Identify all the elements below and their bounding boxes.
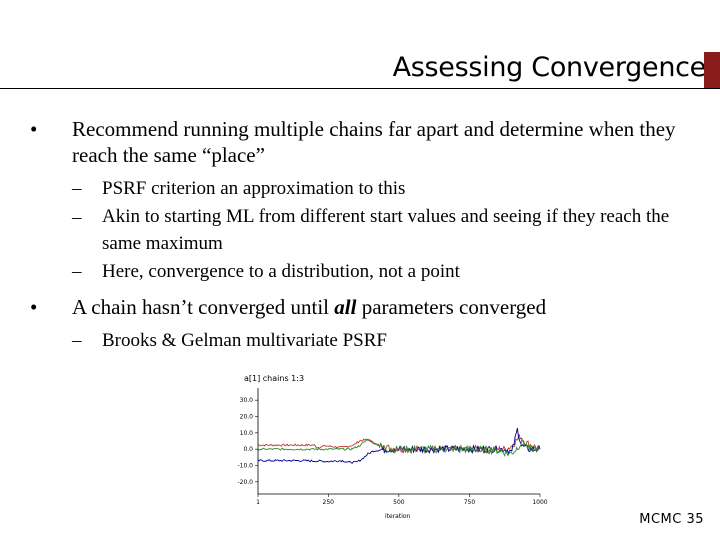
trace-plot-svg: a[1] chains 1:3 iteration 30.0 20.0 10.0 0.…	[237, 374, 547, 520]
bullet-dot: •	[30, 117, 38, 141]
y-tick-label: -20.0	[237, 479, 253, 486]
chain-1-trace	[257, 434, 541, 455]
x-tick-label: 750	[464, 499, 476, 506]
x-tick-label: 500	[393, 499, 405, 506]
sub-bullet-1-1: – PSRF criterion an approximation to thi…	[30, 174, 700, 203]
y-tick-label: 0.0	[243, 446, 253, 453]
sub-bullet-2-1-text: Brooks & Gelman multivariate PSRF	[102, 330, 387, 351]
bullet-2-emphasis: all	[334, 295, 357, 319]
trace-plot: a[1] chains 1:3 iteration 30.0 20.0 10.0 0.…	[220, 372, 550, 522]
chart-title: a[1] chains 1:3	[244, 374, 304, 383]
y-tick-label: -10.0	[237, 463, 253, 470]
bullet-1-text: Recommend running multiple chains far ap…	[72, 117, 676, 167]
y-tick-label: 10.0	[240, 430, 254, 437]
sub-bullet-1-3-text: Here, convergence to a distribution, not…	[102, 261, 460, 282]
slide-number: MCMC 35	[639, 512, 704, 527]
bullet-2: • A chain hasn’t converged until all par…	[30, 294, 700, 320]
bullet-2-text-b: parameters converged	[356, 295, 547, 319]
x-tick-label: 250	[323, 499, 335, 506]
x-tick-label: 1000	[532, 499, 547, 506]
sub-bullet-1-2: – Akin to starting ML from different sta…	[30, 203, 700, 257]
bullet-dot: •	[30, 295, 38, 319]
y-tick-label: 30.0	[240, 397, 254, 404]
sub-bullet-dash: –	[72, 178, 82, 199]
x-tick-label: 1	[256, 499, 260, 506]
sub-bullet-1-2-text: Akin to starting ML from different start…	[102, 206, 670, 254]
chain-3-trace	[257, 437, 541, 458]
slide-body: • Recommend running multiple chains far …	[30, 116, 700, 355]
slide-title: Assessing Convergence	[392, 52, 707, 83]
x-axis-label: iteration	[385, 513, 411, 520]
title-accent-bar	[704, 52, 720, 88]
sub-bullet-2-1: – Brooks & Gelman multivariate PSRF	[30, 326, 700, 355]
y-tick-label: 20.0	[240, 414, 254, 421]
bullet-2-text-a: A chain hasn’t converged until	[72, 295, 335, 319]
bullet-1: • Recommend running multiple chains far …	[30, 116, 700, 168]
title-rule	[0, 88, 720, 89]
sub-bullet-dash: –	[72, 330, 82, 351]
sub-bullet-dash: –	[72, 207, 82, 228]
sub-bullet-1-3: – Here, convergence to a distribution, n…	[30, 257, 700, 286]
sub-bullet-1-1-text: PSRF criterion an approximation to this	[102, 178, 406, 199]
sub-bullet-dash: –	[72, 261, 82, 282]
chain-2-trace	[257, 427, 541, 464]
